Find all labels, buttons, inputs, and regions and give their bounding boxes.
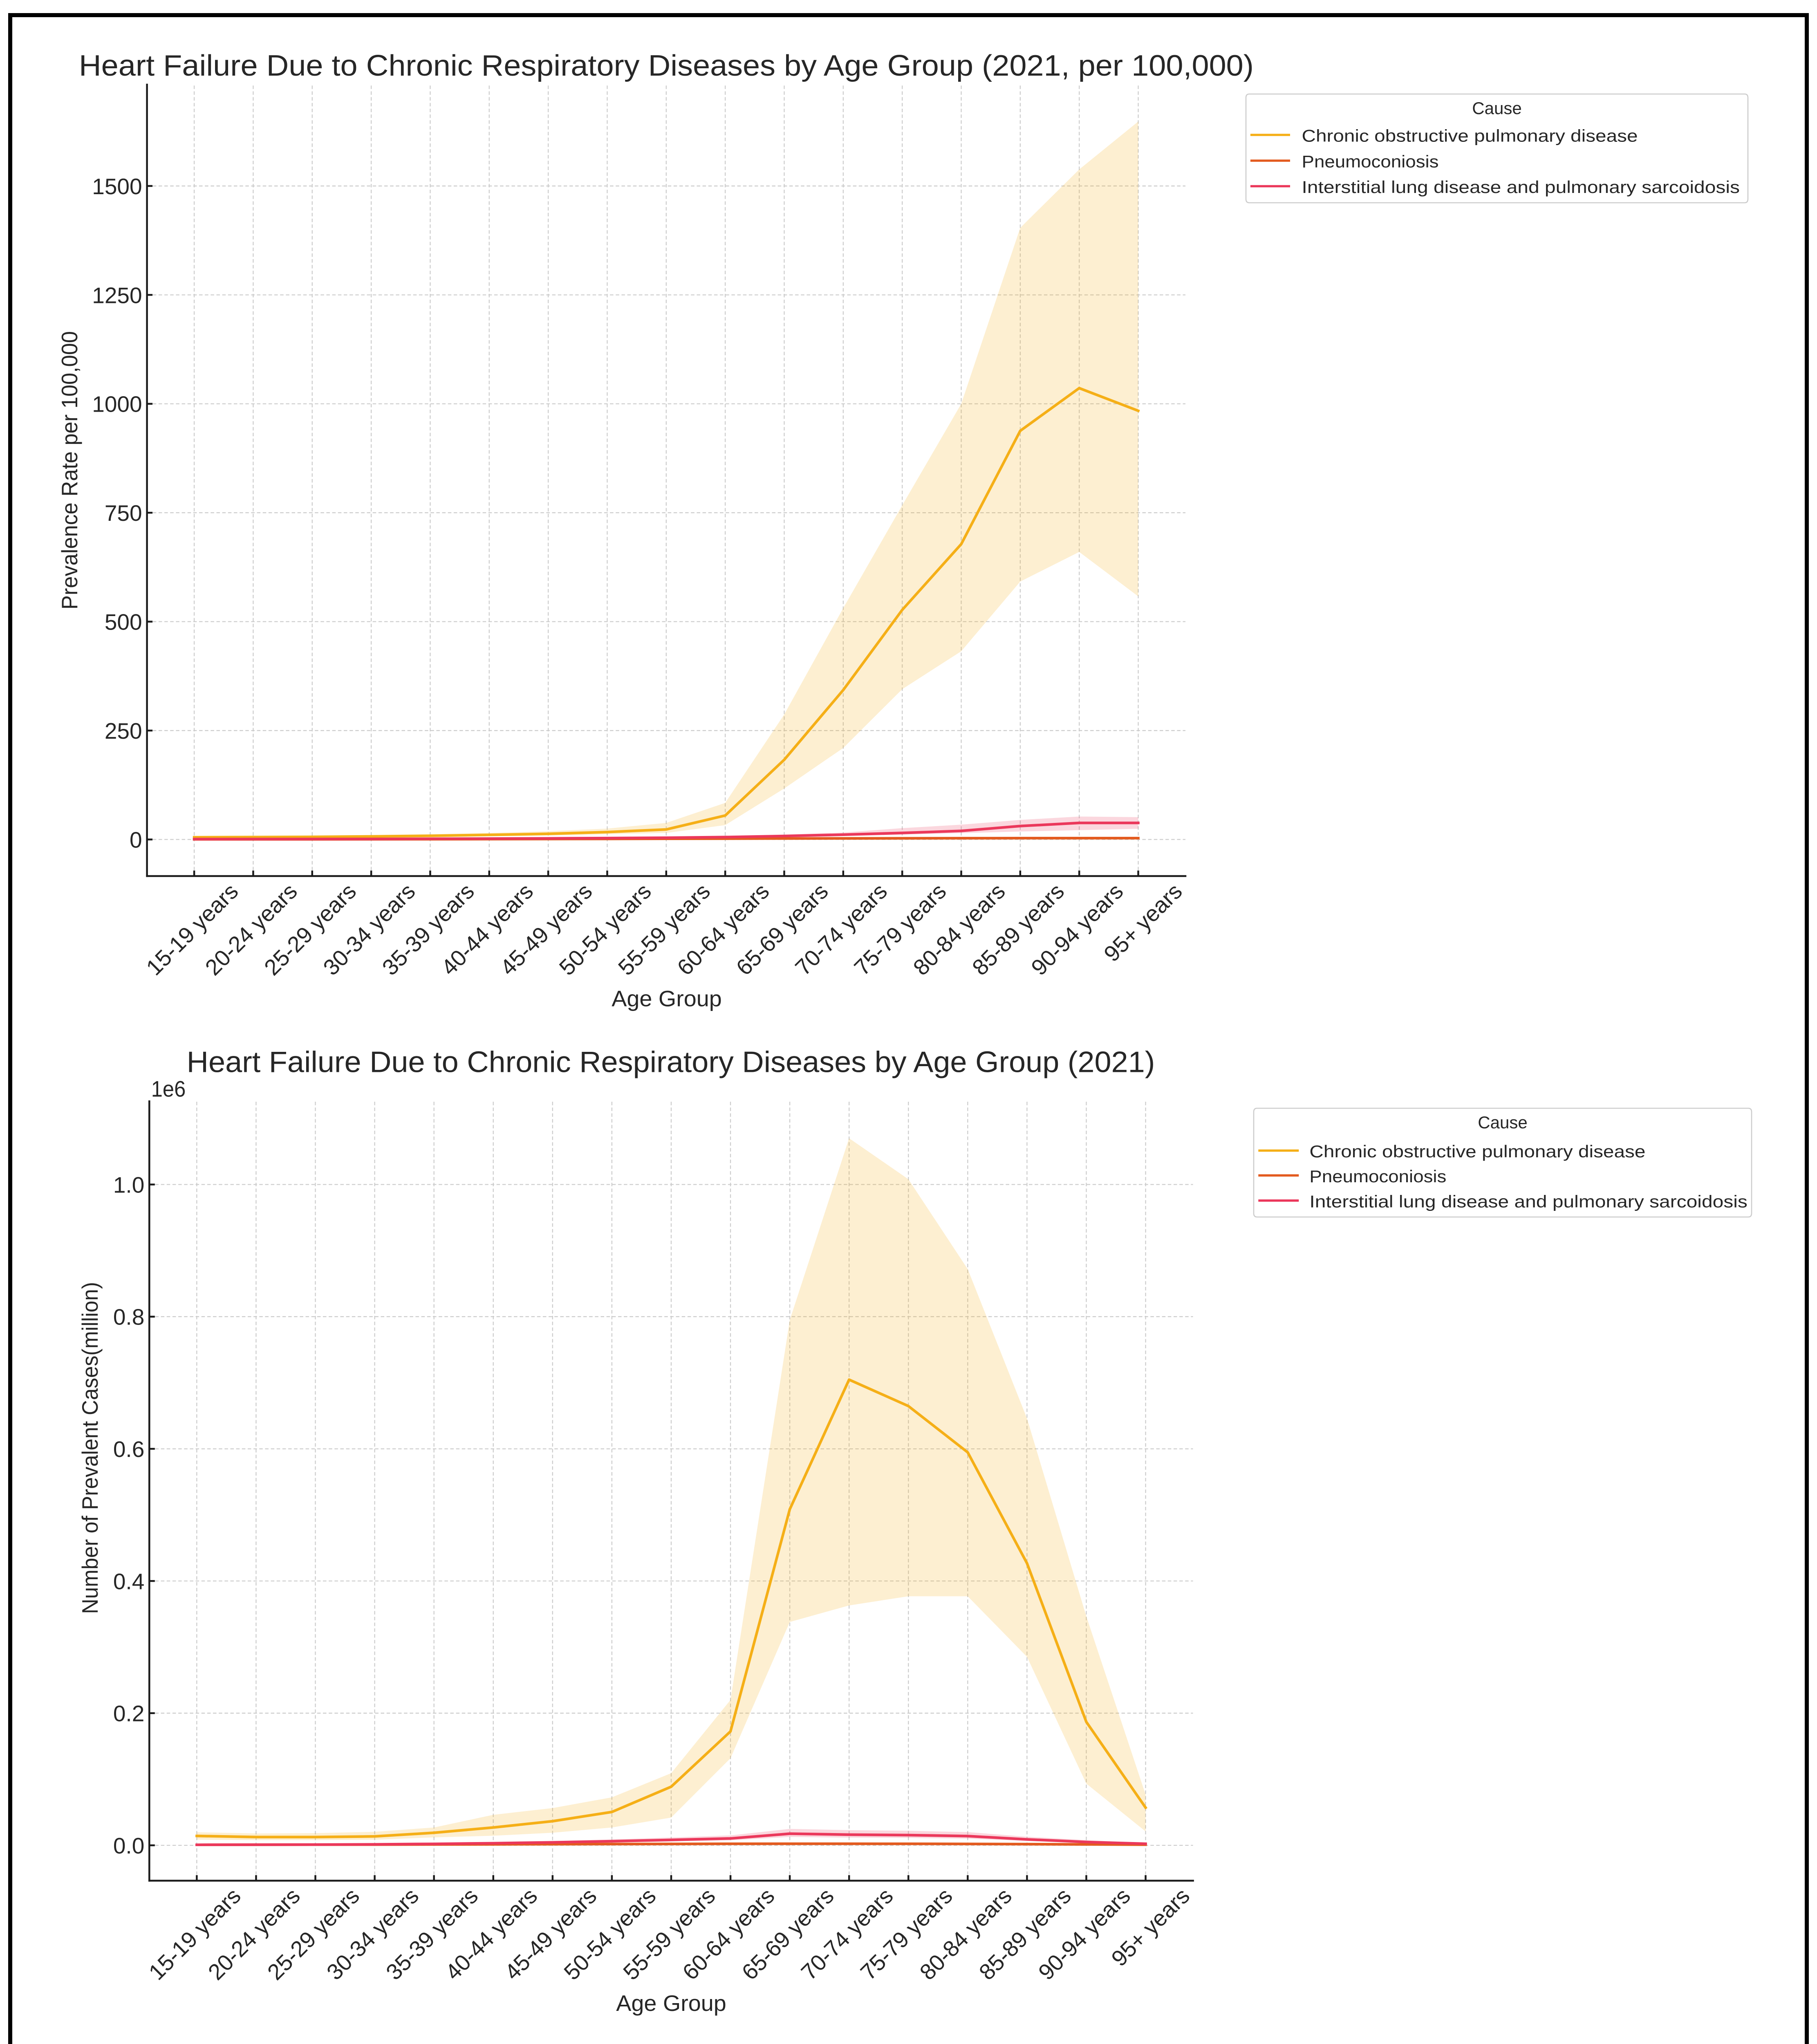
svg-text:0.8: 0.8 (113, 1304, 144, 1330)
svg-text:Age Group: Age Group (612, 986, 722, 1011)
svg-text:0.6: 0.6 (113, 1437, 144, 1462)
svg-text:Pneumoconiosis: Pneumoconiosis (1302, 152, 1439, 171)
svg-text:250: 250 (105, 718, 142, 744)
svg-text:1500: 1500 (92, 174, 142, 199)
svg-text:Prevalence Rate per 100,000: Prevalence Rate per 100,000 (57, 331, 82, 610)
svg-text:Heart Failure Due to Chronic R: Heart Failure Due to Chronic Respiratory… (187, 1046, 1155, 1079)
svg-text:750: 750 (105, 500, 142, 526)
svg-text:Cause: Cause (1478, 1113, 1527, 1132)
svg-text:Cause: Cause (1472, 99, 1521, 118)
svg-text:1250: 1250 (92, 282, 142, 308)
svg-text:Interstitial lung disease and: Interstitial lung disease and pulmonary … (1309, 1192, 1748, 1211)
svg-text:Interstitial lung disease and: Interstitial lung disease and pulmonary … (1302, 177, 1740, 197)
svg-text:Chronic obstructive pulmonary: Chronic obstructive pulmonary disease (1302, 126, 1638, 146)
svg-text:Pneumoconiosis: Pneumoconiosis (1309, 1167, 1446, 1186)
svg-text:Number of Prevalent Cases(mill: Number of Prevalent Cases(million) (77, 1282, 103, 1614)
svg-text:0.4: 0.4 (113, 1569, 144, 1594)
svg-text:0: 0 (130, 827, 142, 852)
svg-text:0.0: 0.0 (113, 1833, 144, 1858)
svg-text:Chronic obstructive pulmonary: Chronic obstructive pulmonary disease (1309, 1142, 1645, 1161)
svg-text:1e6: 1e6 (151, 1076, 186, 1102)
svg-text:Age Group: Age Group (616, 1990, 726, 2016)
svg-text:500: 500 (105, 610, 142, 635)
svg-text:0.2: 0.2 (113, 1701, 144, 1726)
svg-text:1000: 1000 (92, 392, 142, 417)
svg-text:1.0: 1.0 (113, 1172, 144, 1197)
svg-text:Heart Failure Due to Chronic R: Heart Failure Due to Chronic Respiratory… (79, 49, 1254, 82)
